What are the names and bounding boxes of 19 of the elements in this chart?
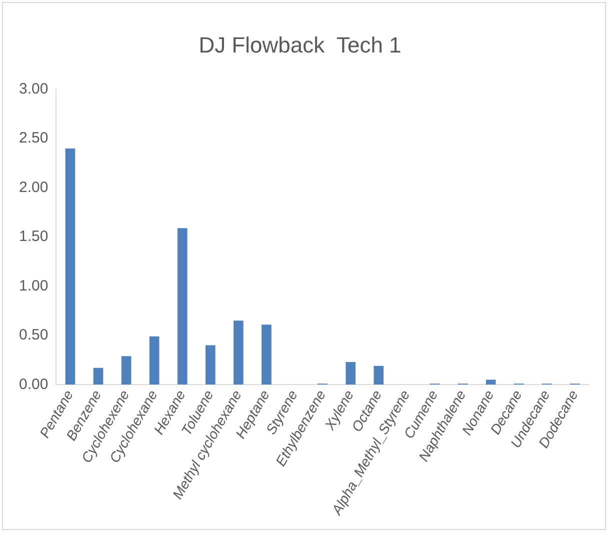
y-tick-label: 2.00 (18, 178, 48, 196)
bar (93, 368, 104, 385)
y-tick-label: 2.50 (18, 130, 48, 147)
y-tick-label: 0.00 (18, 376, 48, 393)
bar (262, 324, 272, 385)
y-tick-label: 1.50 (18, 228, 48, 246)
chart-title: DJ Flowback Tech 1 (198, 32, 402, 58)
y-tick-label: 3.00 (18, 80, 48, 98)
bar (486, 380, 496, 385)
bar (374, 366, 384, 385)
bar (234, 320, 244, 385)
y-tick-label: 1.00 (18, 277, 48, 294)
y-tick-label: 0.50 (18, 326, 48, 344)
bar (149, 336, 160, 385)
bar (121, 356, 132, 385)
bar (206, 345, 216, 385)
bar (346, 362, 356, 385)
bar (177, 228, 188, 385)
bar (65, 148, 76, 385)
